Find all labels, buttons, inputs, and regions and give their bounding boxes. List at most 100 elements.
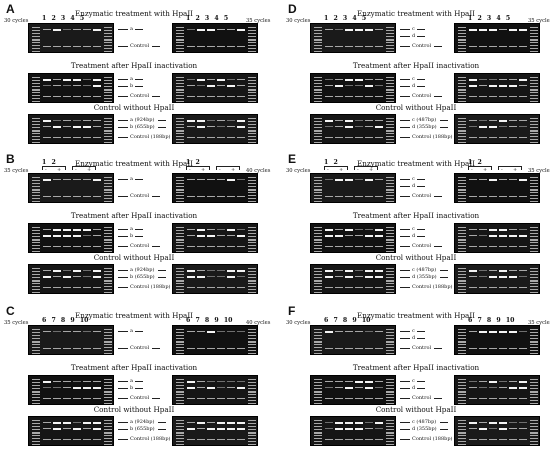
ladder-band (32, 86, 40, 87)
ladder-band (530, 347, 538, 348)
ladder-band (32, 438, 40, 439)
band-label-mid-1: b (130, 83, 134, 89)
annotation-line (118, 439, 128, 440)
sample-band (325, 120, 333, 122)
control-band (43, 348, 51, 349)
sample-band (469, 179, 477, 180)
ladder-band (314, 139, 322, 140)
control-band (489, 439, 497, 440)
annotation-line (118, 277, 128, 278)
sample-band (73, 126, 81, 128)
ladder-band (386, 83, 394, 84)
control-band (345, 398, 353, 399)
ladder-band (176, 286, 184, 287)
ladder-band (530, 101, 538, 102)
sample-band (499, 126, 507, 127)
control-band (237, 348, 245, 349)
ladder-band (176, 98, 184, 99)
ladder-band (386, 423, 394, 424)
sample-band (63, 229, 71, 231)
sample-band (509, 120, 517, 121)
ladder-band (248, 245, 256, 246)
ladder-band (32, 248, 40, 249)
ladder-band (314, 189, 322, 191)
ladder-band (104, 444, 112, 445)
sample-band (365, 276, 373, 278)
lane-bracket (468, 166, 492, 170)
ladder-band (458, 118, 466, 119)
ladder-band (314, 338, 322, 339)
band-label-top-0: c (412, 328, 415, 334)
annotation-line (400, 388, 410, 389)
ladder-band (458, 133, 466, 134)
sample-band (207, 235, 215, 237)
section-title-inactivation: Treatment after HpaII inactivation (70, 61, 198, 70)
ladder-band (530, 423, 538, 424)
ladder-band (176, 274, 184, 275)
ladder-band (314, 382, 322, 383)
sample-band (197, 276, 205, 278)
annotation-line (400, 277, 410, 278)
sample-band (227, 179, 235, 181)
ladder-band (176, 177, 184, 178)
ladder-band (386, 329, 394, 330)
ladder-band (530, 195, 538, 196)
ladder-band (32, 92, 40, 93)
sample-band (53, 235, 61, 237)
ladder-band (176, 124, 184, 125)
ladder-band (386, 142, 394, 143)
sample-band (83, 381, 91, 382)
sample-band (93, 387, 101, 389)
control-band (469, 196, 477, 197)
ladder-band (104, 397, 112, 398)
ladder-band (530, 426, 538, 427)
annotation-line (400, 46, 410, 47)
sample-band (325, 422, 333, 423)
sample-band (63, 422, 71, 424)
sample-band (325, 126, 333, 127)
ladder-band (32, 391, 40, 393)
sample-band (187, 428, 195, 430)
sample-band (237, 229, 245, 230)
section-title-control: Control without HpaII (93, 405, 175, 414)
control-band (489, 348, 497, 349)
lane-numbers-left: 6 7 8 9 10 (324, 317, 371, 324)
sample-band (217, 85, 225, 86)
control-band (355, 137, 363, 138)
annotation-line (400, 381, 410, 382)
ladder-band (248, 48, 256, 49)
ladder-band (458, 92, 466, 93)
band-label-mid-0: a (130, 76, 133, 82)
ladder-band (248, 347, 256, 348)
ladder-band (248, 92, 256, 93)
sample-band (197, 331, 205, 332)
gel-image-E-right-2 (454, 264, 540, 294)
ladder-band (530, 77, 538, 78)
control-band (375, 196, 383, 197)
ladder-band (32, 195, 40, 196)
control-band (365, 46, 373, 47)
ladder-band (386, 180, 394, 181)
ladder-band (248, 118, 256, 119)
ladder-band (104, 426, 112, 427)
sample-band (187, 381, 195, 383)
sample-band (227, 381, 235, 382)
ladder-band (314, 429, 322, 430)
sample-band (73, 276, 81, 277)
ladder-band (176, 277, 184, 278)
sample-band (197, 270, 205, 271)
sample-band (479, 276, 487, 277)
annotation-line (400, 348, 410, 349)
annotation-line (457, 137, 466, 138)
ladder-band (176, 394, 184, 395)
control-band (237, 137, 245, 138)
ladder-band (32, 186, 40, 187)
sample-band (237, 85, 245, 86)
sample-band (237, 428, 245, 430)
ladder-band (104, 353, 112, 354)
ladder-band (530, 277, 538, 278)
sample-band (355, 270, 363, 271)
sample-band (93, 29, 101, 31)
sample-band (365, 126, 373, 127)
